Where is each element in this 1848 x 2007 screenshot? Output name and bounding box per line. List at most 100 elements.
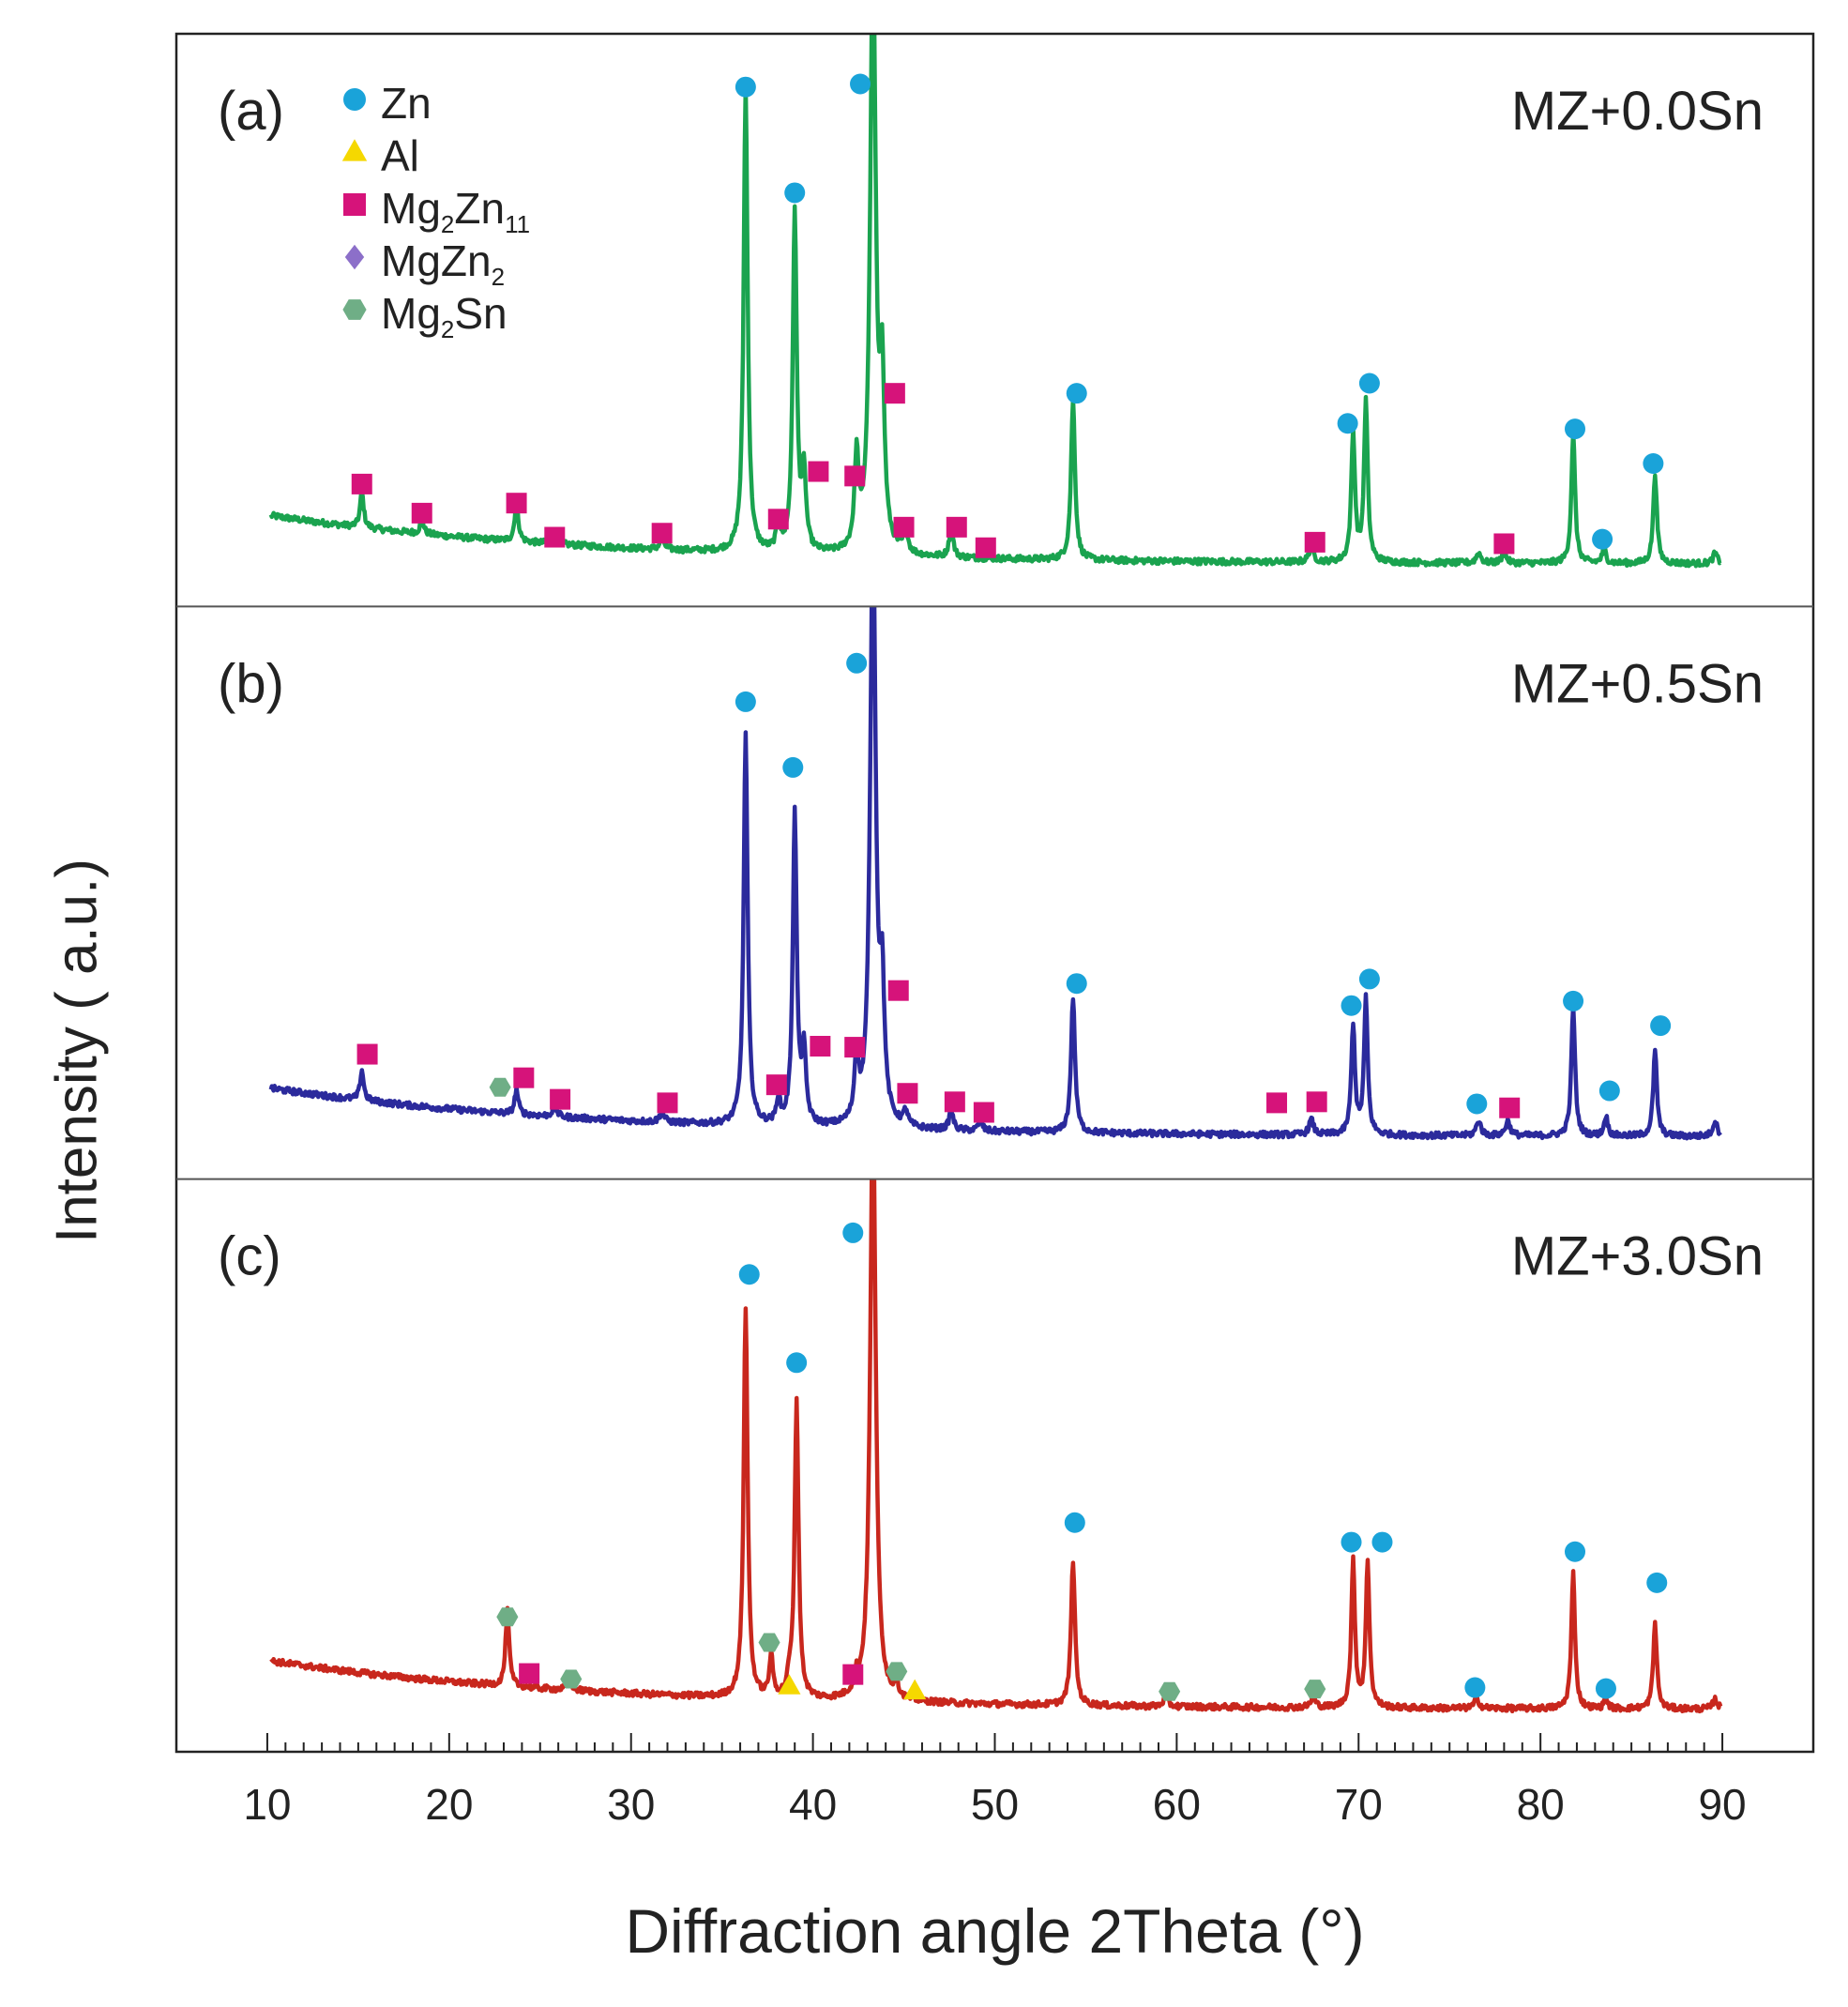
x-tick-label: 90 xyxy=(1698,1780,1746,1829)
x-axis-label: Diffraction angle 2Theta (°) xyxy=(625,1896,1365,1966)
phase-marker-circle xyxy=(1064,1512,1085,1533)
phase-marker-triangle xyxy=(778,1674,801,1695)
subscript: 2 xyxy=(492,263,505,291)
phase-marker-circle xyxy=(1565,418,1586,440)
y-axis-label-text: Intensity ( a.u.) xyxy=(44,858,110,1244)
phase-marker-square xyxy=(506,493,527,514)
subscript: 2 xyxy=(441,210,454,238)
phase-marker-circle xyxy=(782,756,804,778)
phase-marker-square xyxy=(944,1091,965,1113)
phase-marker-square xyxy=(550,1088,571,1110)
phase-marker-circle xyxy=(1341,1531,1362,1553)
legend-label-Mg2Sn: Mg2Sn xyxy=(381,289,507,343)
phase-marker-circle xyxy=(735,76,756,98)
legend-marker-diamond xyxy=(344,244,365,270)
phase-marker-circle xyxy=(784,182,806,204)
x-tick-label: 80 xyxy=(1517,1780,1565,1829)
phase-marker-circle xyxy=(1466,1093,1488,1115)
phase-marker-square xyxy=(842,1664,864,1685)
spectrum-line xyxy=(269,1178,1723,1714)
phase-marker-square xyxy=(651,523,673,544)
legend-label-Al: Al xyxy=(381,131,419,180)
phase-marker-square xyxy=(657,1092,678,1114)
legend-marker-triangle xyxy=(341,139,368,161)
phase-marker-square xyxy=(765,1074,787,1096)
phase-marker-square xyxy=(887,980,909,1001)
panel-MZ+0.5Sn: (b) MZ+0.5Sn xyxy=(218,606,1764,1141)
spectrum-line xyxy=(268,34,1722,569)
legend-label-Mg2Zn11: Mg2Zn11 xyxy=(381,184,530,238)
phase-marker-square xyxy=(808,461,829,482)
phase-marker-circle xyxy=(1358,373,1380,394)
legend-label-MgZn2: MgZn2 xyxy=(381,236,505,291)
phase-marker-circle xyxy=(735,691,756,712)
spectrum-line xyxy=(268,606,1722,1141)
phase-marker-circle xyxy=(1598,1080,1620,1102)
phase-marker-square xyxy=(844,465,866,487)
phase-marker-square xyxy=(351,473,372,494)
legend-text-part: Zn xyxy=(454,184,505,233)
phase-marker-circle xyxy=(842,1222,864,1243)
phase-marker-square xyxy=(973,1102,994,1123)
phase-marker-square xyxy=(767,509,789,530)
phase-marker-circle xyxy=(1592,528,1613,550)
legend-label-Zn: Zn xyxy=(381,79,432,128)
phase-marker-square xyxy=(810,1036,831,1057)
phase-marker-circle xyxy=(1565,1541,1586,1562)
phase-marker-square xyxy=(844,1037,866,1058)
phase-marker-square xyxy=(1266,1092,1288,1114)
phase-marker-circle xyxy=(1358,968,1380,990)
x-tick-label: 40 xyxy=(789,1780,837,1829)
phase-marker-circle xyxy=(1371,1531,1393,1553)
legend-marker-square xyxy=(343,193,366,216)
phase-marker-circle xyxy=(1643,452,1664,474)
phase-marker-square xyxy=(544,526,566,548)
phase-marker-circle xyxy=(1650,1015,1672,1037)
phase-marker-circle xyxy=(1646,1572,1668,1593)
legend-marker-hexagon xyxy=(342,299,367,320)
subscript: 11 xyxy=(505,210,530,238)
phase-marker-hexagon xyxy=(886,1662,908,1681)
phase-marker-circle xyxy=(1066,383,1087,404)
x-tick-label: 60 xyxy=(1153,1780,1201,1829)
phase-marker-circle xyxy=(1341,995,1362,1016)
panel-title: MZ+0.0Sn xyxy=(1511,81,1764,142)
x-tick-label: 70 xyxy=(1335,1780,1383,1829)
panel-label: (c) xyxy=(218,1226,281,1287)
x-tick-label: 20 xyxy=(425,1780,473,1829)
phase-marker-square xyxy=(519,1663,540,1684)
phase-marker-hexagon xyxy=(758,1633,780,1652)
phase-marker-hexagon xyxy=(1304,1680,1326,1699)
phase-marker-circle xyxy=(1464,1677,1486,1698)
panel-label: (b) xyxy=(218,653,284,714)
legend-marker-circle xyxy=(343,88,366,111)
phase-marker-hexagon xyxy=(496,1607,519,1627)
phase-marker-circle xyxy=(846,652,868,674)
phase-marker-square xyxy=(884,383,905,404)
phase-marker-circle xyxy=(1337,413,1358,434)
subscript: 2 xyxy=(441,315,454,343)
phase-marker-circle xyxy=(850,73,871,95)
phase-marker-circle xyxy=(786,1352,808,1374)
phase-marker-square xyxy=(1304,531,1325,553)
phase-marker-hexagon xyxy=(1159,1681,1181,1701)
phase-marker-square xyxy=(975,537,996,558)
phase-marker-square xyxy=(1306,1091,1327,1113)
phase-marker-circle xyxy=(1066,973,1087,995)
legend-text-part: Sn xyxy=(454,289,507,338)
x-tick-label: 50 xyxy=(971,1780,1019,1829)
phase-marker-square xyxy=(897,1083,918,1104)
panel-label: (a) xyxy=(218,81,284,142)
panel-MZ+3.0Sn: (c) MZ+3.0Sn xyxy=(218,1178,1764,1714)
phase-marker-square xyxy=(513,1067,535,1088)
panel-title: MZ+3.0Sn xyxy=(1511,1226,1764,1287)
phase-marker-square xyxy=(1493,533,1515,555)
phase-marker-circle xyxy=(1563,990,1584,1011)
panel-title: MZ+0.5Sn xyxy=(1511,653,1764,714)
phase-marker-triangle xyxy=(903,1679,927,1700)
phase-marker-hexagon xyxy=(489,1077,511,1097)
phase-marker-square xyxy=(893,516,915,538)
